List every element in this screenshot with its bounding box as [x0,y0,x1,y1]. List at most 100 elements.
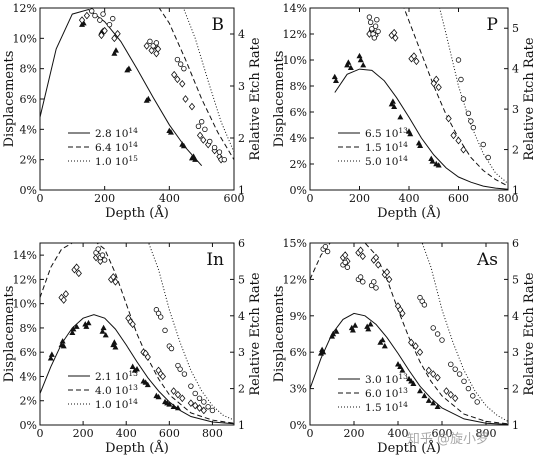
data-point-circle [101,257,108,263]
data-point-circle [372,23,379,29]
data-point-diamond [412,342,419,350]
y-tick-label: 8% [290,80,307,93]
data-point-circle [470,393,476,399]
x-tick-label: 200 [73,427,94,440]
x-axis-label: Depth (Å) [377,440,441,456]
plot-frame [309,7,509,191]
data-point-circle [344,264,351,270]
data-point-diamond [114,29,121,38]
series-line-dotted [439,8,508,184]
data-point-triangle [99,328,106,334]
data-point-circle [150,43,156,49]
data-point-circle [342,259,348,266]
series-line-dashed [158,8,234,160]
data-point-triangle [192,156,199,162]
data-point-triangle [356,52,363,59]
data-point-circle [485,154,491,161]
y-tick-label: 3% [290,383,307,396]
y2-axis-label: Relative Etch Rate [248,37,263,161]
data-point-diamond [187,399,195,407]
x-tick-label: 400 [388,427,409,440]
x-axis-label: Depth (Å) [105,205,169,221]
data-point-circle [196,395,203,402]
data-point-circle [177,366,183,372]
data-point-diamond [60,296,67,304]
data-point-diamond [62,290,69,298]
data-point-triangle [330,330,337,337]
data-point-triangle [145,95,152,102]
data-point-circle [357,274,364,280]
data-point-diamond [179,394,186,403]
data-point-triangle [166,401,173,407]
panel-title: In [206,250,224,270]
x-tick-label: 800 [498,192,519,205]
y2-tick-label: 6 [238,237,245,250]
data-point-circle [374,17,380,23]
data-point-circle [99,252,106,258]
data-point-triangle [349,327,356,333]
data-point-triangle [112,344,119,350]
y-tick-label: 2% [20,154,37,167]
data-point-diamond [179,79,186,88]
data-point-diamond [78,16,86,24]
data-point-circle [211,144,218,151]
data-point-diamond [372,253,380,262]
y-tick-label: 4% [290,132,307,145]
data-point-triangle [421,392,428,399]
data-point-triangle [59,338,66,344]
data-point-diamond [200,406,207,415]
plot-area [40,8,234,167]
data-point-diamond [159,372,166,381]
y-tick-label: 8% [20,63,37,76]
data-point-triangle [425,397,432,403]
series-line-dashed [40,243,234,424]
data-point-triangle [331,73,338,80]
y2-tick-label: 1 [238,184,245,197]
data-point-diamond [434,373,441,382]
y2-axis-label: Relative Etch Rate [248,272,263,396]
data-point-circle [366,14,373,20]
data-point-triangle [333,328,340,334]
y-tick-label: 0% [20,419,37,432]
plot-area [310,243,508,425]
data-point-triangle [397,363,404,369]
data-point-circle [375,28,381,35]
data-point-circle [192,390,198,397]
data-point-circle [92,12,98,19]
legend-exponent: 13 [128,369,138,378]
legend-exponent: 13 [398,126,408,135]
y2-tick-label: 5 [512,273,519,286]
data-point-diamond [110,273,117,281]
data-point-triangle [144,381,151,388]
data-point-triangle [391,103,398,109]
legend-label: 1.0 1015 [95,154,138,168]
y-tick-label: 12% [283,273,307,286]
data-point-diamond [386,275,393,284]
data-point-circle [162,327,168,334]
data-point-diamond [433,75,440,84]
series-line-solid [334,68,508,190]
data-point-diamond [443,387,450,395]
data-point-diamond [408,338,415,347]
y2-tick-label: 3 [512,103,519,116]
chart-panel-b: 0 200 400 600 0% 2% 4% 6% 8% 10% 12% 1 2 3 4 Depth (Å) D… [2,2,263,221]
legend-exponent: 13 [128,383,138,392]
data-point-triangle [48,351,55,357]
chart-panel-in: 0 200 400 600 800 0% 2% 4% 6% 8% 10% 12% 14% 1 2 3 4 5 6 De… [2,237,263,456]
data-point-triangle [365,325,372,332]
x-tick-label: 600 [432,427,453,440]
data-point-diamond [171,70,178,79]
plot-area [331,8,508,190]
x-tick-label: 200 [94,192,115,205]
data-point-diamond [425,366,432,375]
data-point-diamond [98,31,105,40]
data-point-diamond [410,52,418,60]
y-tick-label: 6% [20,93,37,106]
x-axis-label: Depth (Å) [377,205,441,221]
plot-frame [39,242,235,426]
chart-panel-as: 0 200 400 600 800 0% 3% 6% 9% 12% 15% 1 2 3 4 5 6 Depth (… [272,237,537,456]
series-line-dashed [310,243,508,425]
data-point-circle [434,331,441,337]
data-point-circle [177,61,184,67]
